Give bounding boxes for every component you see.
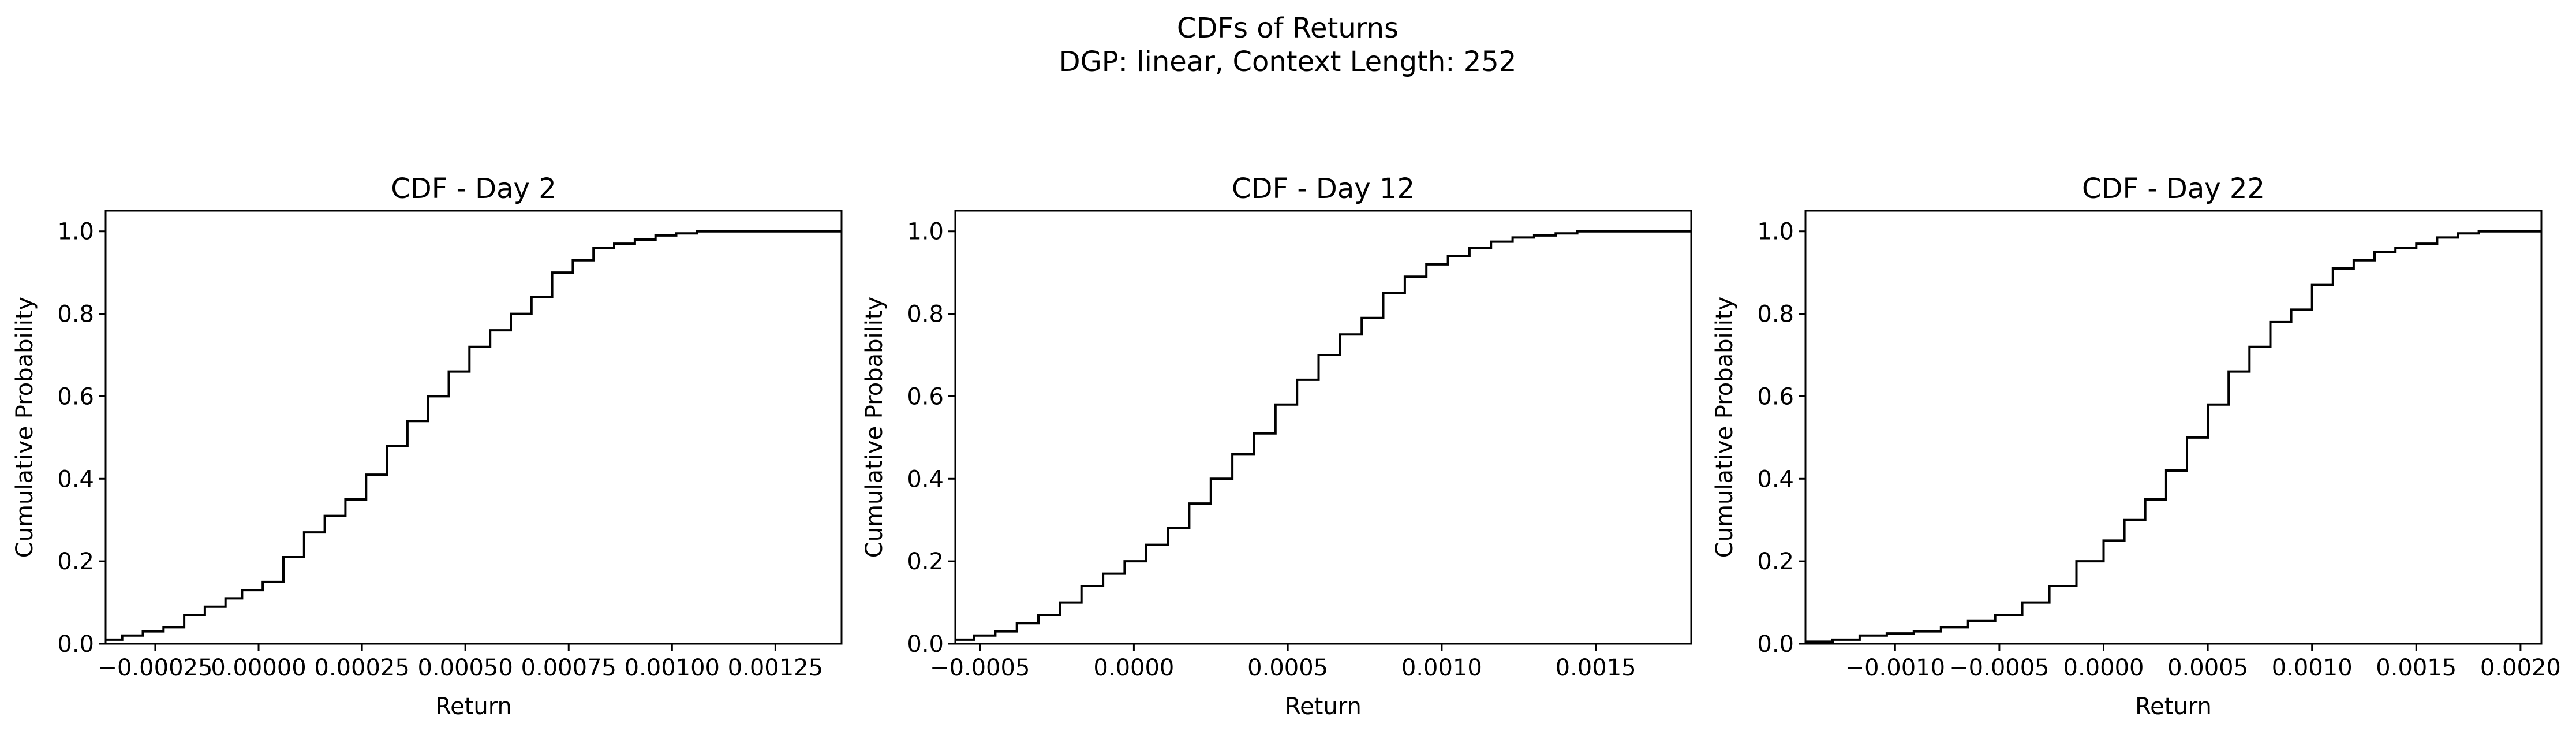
cdf-step-line [955,230,1691,641]
figure-suptitle-line2: DGP: linear, Context Length: 252 [1059,46,1517,78]
y-tick-label: 1.0 [907,219,944,245]
y-axis-label: Cumulative Probability [1711,297,1738,558]
subplot-title: CDF - Day 2 [391,173,556,205]
x-tick-label: 0.00125 [728,655,823,681]
y-tick-label: 0.0 [1757,631,1794,658]
figure-suptitle-line1: CDFs of Returns [1177,12,1399,44]
plot-frame [954,210,1692,645]
x-axis-label: Return [1285,693,1362,720]
x-tick-label: 0.0020 [2480,655,2561,681]
y-tick-label: 0.8 [907,301,944,328]
y-tick-label: 0.4 [1757,466,1794,492]
x-tick-label: 0.00075 [521,655,616,681]
cdf-step-line [1805,230,2541,643]
x-tick-label: 0.0005 [1247,655,1328,681]
y-tick-label: 0.0 [57,631,94,658]
x-tick-label: −0.00025 [98,655,212,681]
y-tick-label: 0.2 [1757,548,1794,575]
x-tick-label: 0.0005 [2167,655,2248,681]
x-tick-label: 0.0010 [2272,655,2353,681]
subplot-title: CDF - Day 22 [2082,173,2265,205]
plot-frame [104,210,843,645]
y-tick-label: 0.4 [57,466,94,492]
plot-frame [1804,210,2543,645]
subplot-3: CDF - Day 22 −0.0010 −0.0005 0.0000 0.0005 0.… [1711,173,2561,720]
y-tick-label: 1.0 [1757,219,1794,245]
x-tick-label: 0.00000 [211,655,306,681]
cdf-step-line [106,230,842,641]
subplot-title: CDF - Day 12 [1232,173,1415,205]
y-tick-label: 0.4 [907,466,944,492]
y-tick-label: 0.6 [57,383,94,410]
y-tick-label: 0.8 [1757,301,1794,328]
x-tick-label: 0.00100 [625,655,720,681]
y-axis-label: Cumulative Probability [12,297,38,558]
y-tick-label: 0.6 [1757,383,1794,410]
y-tick-label: 0.6 [907,383,944,410]
x-tick-label: −0.0005 [930,655,1030,681]
x-tick-label: −0.0010 [1845,655,1945,681]
y-tick-label: 0.2 [57,548,94,575]
x-axis-label: Return [2135,693,2212,720]
x-tick-label: 0.0000 [1093,655,1174,681]
y-tick-label: 1.0 [57,219,94,245]
x-tick-label: 0.0015 [1556,655,1636,681]
y-axis-label: Cumulative Probability [861,297,888,558]
y-tick-label: 0.8 [57,301,94,328]
x-tick-label: 0.0015 [2376,655,2457,681]
x-tick-label: 0.0000 [2063,655,2144,681]
x-tick-label: 0.00025 [314,655,409,681]
x-tick-label: 0.0010 [1401,655,1482,681]
y-tick-label: 0.2 [907,548,944,575]
x-axis-label: Return [435,693,512,720]
x-tick-label: 0.00050 [417,655,513,681]
x-tick-label: −0.0005 [1949,655,2049,681]
y-tick-label: 0.0 [907,631,944,658]
subplot-2: CDF - Day 12 −0.0005 0.0000 0.0005 0.0010 0.0… [861,173,1692,720]
